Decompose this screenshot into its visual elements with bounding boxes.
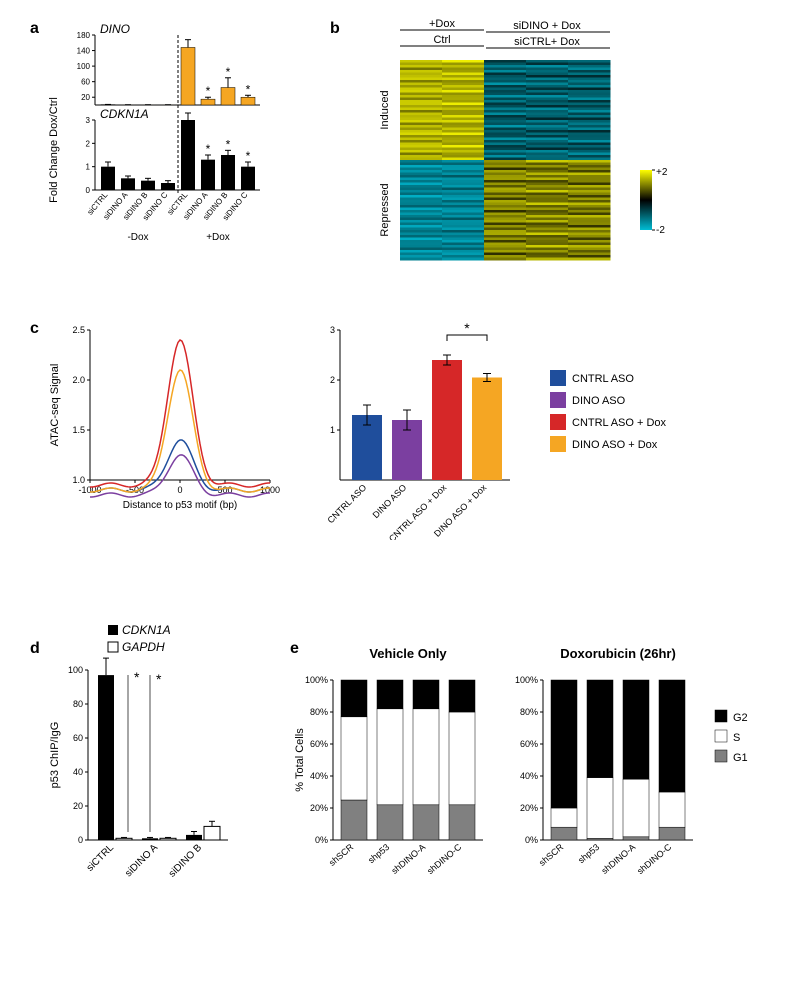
- svg-text:shp53: shp53: [366, 842, 391, 865]
- svg-text:180: 180: [77, 31, 91, 40]
- svg-text:siDINO A: siDINO A: [123, 842, 160, 879]
- svg-text:80%: 80%: [310, 707, 328, 717]
- svg-text:*: *: [226, 65, 231, 79]
- svg-text:*: *: [246, 149, 251, 163]
- svg-text:*: *: [156, 671, 162, 687]
- svg-text:Distance to p53 motif (bp): Distance to p53 motif (bp): [123, 500, 238, 511]
- svg-text:20: 20: [73, 801, 83, 811]
- svg-text:DINO ASO: DINO ASO: [371, 482, 409, 520]
- svg-text:-Dox: -Dox: [127, 232, 148, 243]
- svg-text:CNTRL ASO: CNTRL ASO: [572, 373, 634, 385]
- svg-text:60%: 60%: [310, 739, 328, 749]
- panel-c-chart: 1.01.52.02.5-1000-50005001000Distance to…: [40, 310, 780, 540]
- svg-text:40%: 40%: [520, 771, 538, 781]
- svg-text:80%: 80%: [520, 707, 538, 717]
- svg-text:+Dox: +Dox: [206, 232, 230, 243]
- svg-text:0: 0: [78, 835, 83, 845]
- panel-d-chart: 0 20 40 60 80 100 p53 ChIP/IgG CDKN1A GAPDH siCTR…: [40, 590, 270, 920]
- panel-e-chart: Vehicle Only 0% 20% 40% 60% 80% 100% shSCR shp53…: [295, 640, 795, 970]
- svg-text:shDINO-C: shDINO-C: [425, 842, 464, 877]
- svg-text:+Dox: +Dox: [429, 18, 455, 30]
- svg-text:20: 20: [81, 93, 90, 102]
- svg-text:GAPDH: GAPDH: [122, 640, 165, 654]
- panel-a-label: a: [30, 20, 39, 38]
- svg-text:CNTRL ASO: CNTRL ASO: [326, 482, 369, 525]
- svg-text:20%: 20%: [310, 803, 328, 813]
- svg-text:2.5: 2.5: [72, 325, 85, 335]
- svg-text:Vehicle Only: Vehicle Only: [369, 646, 447, 661]
- svg-text:ATAC-seq Signal: ATAC-seq Signal: [49, 364, 61, 447]
- panel-d-label: d: [30, 640, 40, 658]
- svg-text:Induced: Induced: [379, 90, 391, 129]
- panel-a-chart: Fold Change Dox/CtrlDINO2060100140180***…: [45, 20, 275, 260]
- svg-text:1.5: 1.5: [72, 425, 85, 435]
- panel-b-heatmap: +Dox Ctrl siDINO + Dox siCTRL+ Dox Induced Re…: [350, 15, 770, 285]
- svg-text:shDINO-C: shDINO-C: [635, 842, 674, 877]
- svg-text:Ctrl: Ctrl: [433, 34, 450, 46]
- panel-c-label: c: [30, 320, 39, 338]
- svg-text:% Total Cells: % Total Cells: [295, 728, 306, 792]
- svg-text:siDINO B: siDINO B: [167, 842, 204, 879]
- svg-text:CDKN1A: CDKN1A: [100, 107, 149, 121]
- svg-text:S: S: [733, 732, 740, 744]
- svg-text:*: *: [134, 669, 140, 685]
- svg-text:-2: -2: [656, 225, 665, 236]
- svg-text:*: *: [206, 142, 211, 156]
- svg-text:80: 80: [73, 699, 83, 709]
- svg-text:shp53: shp53: [576, 842, 601, 865]
- svg-text:siCTRL+ Dox: siCTRL+ Dox: [514, 36, 580, 48]
- svg-text:siDINO + Dox: siDINO + Dox: [513, 20, 581, 32]
- svg-text:20%: 20%: [520, 803, 538, 813]
- svg-text:*: *: [464, 320, 470, 336]
- svg-text:1: 1: [86, 163, 91, 172]
- svg-text:G1: G1: [733, 752, 748, 764]
- svg-text:2.0: 2.0: [72, 375, 85, 385]
- svg-text:Repressed: Repressed: [379, 183, 391, 236]
- svg-text:DINO ASO + Dox: DINO ASO + Dox: [572, 439, 658, 451]
- svg-text:DINO: DINO: [100, 22, 130, 36]
- svg-text:siCTRL: siCTRL: [85, 842, 117, 874]
- svg-text:Doxorubicin (26hr): Doxorubicin (26hr): [560, 646, 676, 661]
- svg-text:60%: 60%: [520, 739, 538, 749]
- svg-text:0: 0: [86, 186, 91, 195]
- svg-text:2: 2: [86, 139, 91, 148]
- svg-text:0%: 0%: [525, 835, 538, 845]
- svg-text:2: 2: [330, 375, 335, 385]
- panel-b-label: b: [330, 20, 340, 38]
- svg-text:shSCR: shSCR: [327, 842, 356, 868]
- svg-text:*: *: [206, 84, 211, 98]
- svg-text:*: *: [246, 82, 251, 96]
- svg-text:100: 100: [68, 665, 83, 675]
- svg-text:p53 ChIP/IgG: p53 ChIP/IgG: [49, 722, 61, 789]
- svg-text:60: 60: [81, 78, 90, 87]
- svg-text:100: 100: [77, 62, 91, 71]
- svg-text:+2: +2: [656, 167, 668, 178]
- svg-text:DINO ASO: DINO ASO: [572, 395, 626, 407]
- svg-text:Fold Change Dox/Ctrl: Fold Change Dox/Ctrl: [48, 97, 60, 203]
- svg-text:shDINO-A: shDINO-A: [389, 842, 427, 876]
- svg-text:3: 3: [86, 116, 91, 125]
- svg-text:100%: 100%: [515, 675, 538, 685]
- svg-text:*: *: [226, 137, 231, 151]
- svg-text:1: 1: [330, 425, 335, 435]
- svg-text:100%: 100%: [305, 675, 328, 685]
- svg-text:CDKN1A: CDKN1A: [122, 623, 171, 637]
- svg-text:0: 0: [177, 485, 182, 495]
- svg-text:140: 140: [77, 47, 91, 56]
- svg-text:3: 3: [330, 325, 335, 335]
- svg-text:1.0: 1.0: [72, 475, 85, 485]
- svg-text:40%: 40%: [310, 771, 328, 781]
- svg-text:shDINO-A: shDINO-A: [599, 842, 637, 876]
- svg-text:CNTRL ASO + Dox: CNTRL ASO + Dox: [572, 417, 667, 429]
- svg-text:shSCR: shSCR: [537, 842, 566, 868]
- svg-text:60: 60: [73, 733, 83, 743]
- svg-text:0%: 0%: [315, 835, 328, 845]
- svg-text:G2: G2: [733, 712, 748, 724]
- svg-text:40: 40: [73, 767, 83, 777]
